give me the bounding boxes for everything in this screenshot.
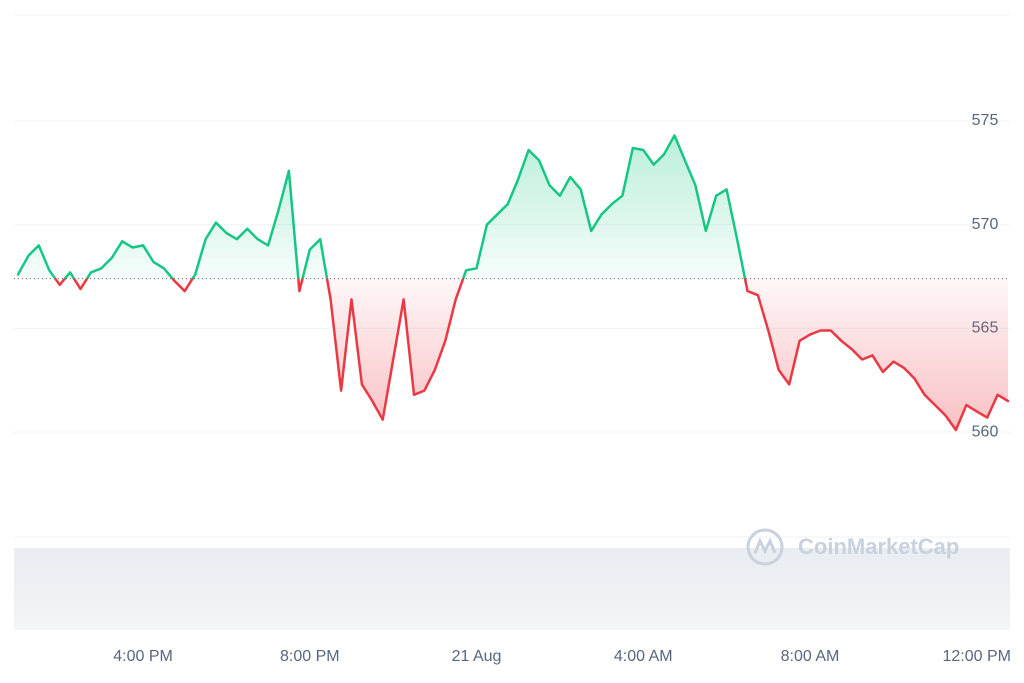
watermark-logo — [746, 528, 784, 566]
volume-area — [14, 548, 1010, 630]
price-area — [18, 135, 1008, 430]
x-tick-label: 8:00 PM — [280, 648, 340, 665]
x-tick-label: 21 Aug — [452, 648, 502, 665]
y-tick-label: 560 — [972, 423, 999, 440]
x-tick-label: 8:00 AM — [781, 648, 840, 665]
y-tick-label: 570 — [972, 216, 999, 233]
watermark: CoinMarketCap — [798, 534, 959, 559]
price-line — [16, 134, 1010, 432]
x-tick-label: 4:00 AM — [614, 648, 673, 665]
y-tick-label: 575 — [972, 112, 999, 129]
x-tick-label: 4:00 PM — [113, 648, 173, 665]
x-tick-label: 12:00 PM — [942, 648, 1010, 665]
